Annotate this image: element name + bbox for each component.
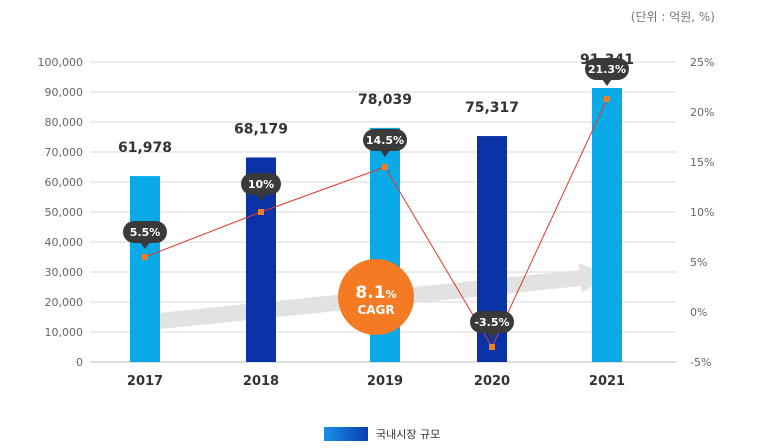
legend-swatch bbox=[324, 427, 368, 441]
cagr-label: CAGR bbox=[357, 303, 394, 317]
right-tick-label: -5% bbox=[690, 356, 711, 369]
legend-label: 국내시장 규모 bbox=[376, 428, 441, 441]
growth-badge-pointer bbox=[256, 194, 266, 201]
growth-badge-2021 bbox=[585, 58, 629, 80]
legend: 국내시장 규모 bbox=[324, 426, 440, 442]
growth-marker-2021 bbox=[604, 96, 610, 102]
bar-2021 bbox=[592, 87, 622, 363]
growth-marker-2020 bbox=[489, 344, 495, 350]
x-axis: 2017 2018 2019 2020 2021 bbox=[127, 374, 625, 389]
left-tick-label: 40,000 bbox=[45, 236, 84, 249]
cagr-number: 8.1 bbox=[355, 283, 385, 303]
growth-badge-2018 bbox=[241, 173, 281, 195]
right-tick-label: 10% bbox=[690, 206, 714, 219]
growth-label-2020: -3.5% bbox=[474, 316, 509, 329]
right-axis: -5% 0% 5% 10% 15% 20% 25% bbox=[690, 56, 714, 369]
left-tick-label: 50,000 bbox=[45, 206, 84, 219]
left-tick-label: 70,000 bbox=[45, 146, 84, 159]
growth-marker-2018 bbox=[258, 209, 264, 215]
unit-label: (단위 : 억원, %) bbox=[630, 10, 715, 24]
left-tick-label: 20,000 bbox=[45, 296, 84, 309]
x-tick-label: 2017 bbox=[127, 374, 163, 389]
growth-markers bbox=[142, 96, 610, 350]
growth-badge-pointer bbox=[487, 332, 497, 339]
value-label-2017: 61,978 bbox=[118, 140, 172, 156]
bar-2017 bbox=[130, 176, 160, 362]
left-tick-label: 10,000 bbox=[45, 326, 84, 339]
value-label-2020: 75,317 bbox=[465, 100, 519, 116]
growth-label-2017: 5.5% bbox=[130, 226, 161, 239]
x-tick-label: 2018 bbox=[243, 374, 279, 389]
value-label-2018: 68,179 bbox=[234, 121, 288, 137]
left-tick-label: 90,000 bbox=[45, 86, 84, 99]
growth-badge-2020 bbox=[470, 311, 514, 333]
growth-badge-2017 bbox=[123, 221, 167, 243]
growth-label-2019: 14.5% bbox=[366, 134, 404, 147]
left-tick-label: 30,000 bbox=[45, 266, 84, 279]
right-tick-label: 20% bbox=[690, 106, 714, 119]
left-tick-label: 0 bbox=[76, 356, 83, 369]
cagr-value: 8.1% bbox=[355, 283, 396, 303]
cagr-unit: % bbox=[386, 288, 397, 301]
right-tick-label: 0% bbox=[690, 306, 707, 319]
value-label-2019: 78,039 bbox=[358, 92, 412, 108]
left-tick-label: 100,000 bbox=[38, 56, 84, 69]
growth-badges: 5.5% 10% 14.5% -3.5% 21.3% bbox=[123, 58, 629, 339]
growth-badge-2019 bbox=[363, 129, 407, 151]
growth-badge-pointer bbox=[380, 150, 390, 157]
right-tick-label: 25% bbox=[690, 56, 714, 69]
growth-badge-pointer bbox=[602, 79, 612, 86]
growth-badge-pointer bbox=[140, 242, 150, 249]
right-tick-label: 15% bbox=[690, 156, 714, 169]
cagr-circle bbox=[338, 259, 414, 335]
cagr-badge: 8.1% CAGR bbox=[338, 259, 414, 335]
growth-marker-2019 bbox=[382, 164, 388, 170]
growth-label-2018: 10% bbox=[248, 178, 274, 191]
x-tick-label: 2020 bbox=[474, 374, 510, 389]
left-tick-label: 80,000 bbox=[45, 116, 84, 129]
x-tick-label: 2021 bbox=[589, 374, 625, 389]
growth-label-2021: 21.3% bbox=[588, 63, 626, 76]
x-tick-label: 2019 bbox=[367, 374, 403, 389]
right-tick-label: 5% bbox=[690, 256, 707, 269]
left-axis: 0 10,000 20,000 30,000 40,000 50,000 60,000 70,… bbox=[38, 56, 84, 369]
left-tick-label: 60,000 bbox=[45, 176, 84, 189]
growth-marker-2017 bbox=[142, 254, 148, 260]
